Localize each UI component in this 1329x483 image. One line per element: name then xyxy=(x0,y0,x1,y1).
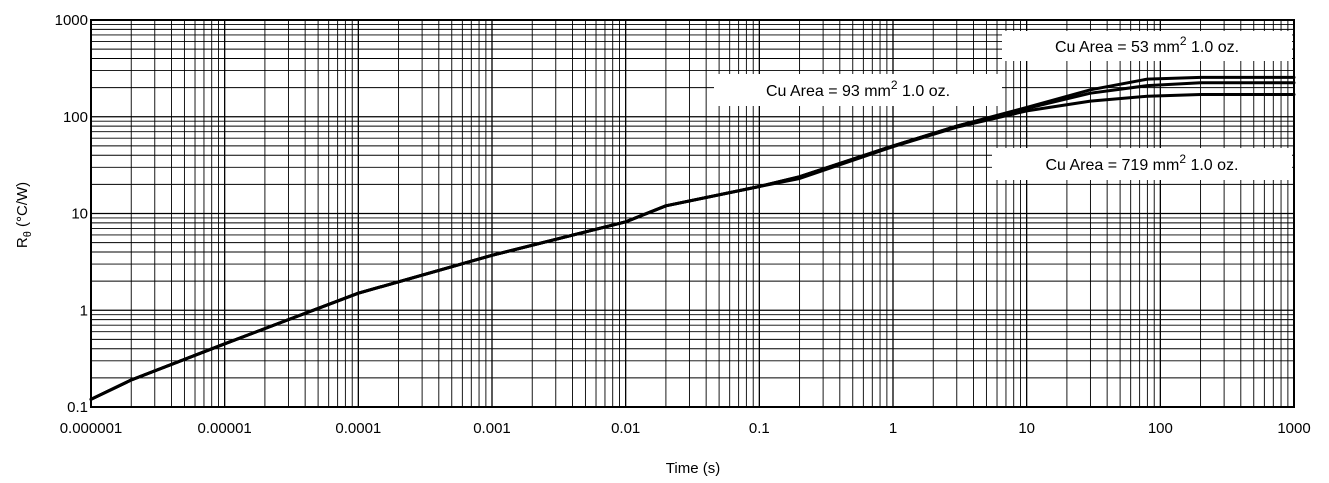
x-axis-title: Time (s) xyxy=(666,460,720,477)
annotation-cu-area-53: Cu Area = 53 mm2 1.0 oz. xyxy=(1002,31,1292,61)
y-tick-label: 0.1 xyxy=(67,399,88,416)
y-axis-title-rest: (°C/W) xyxy=(14,182,31,231)
x-tick-label: 100 xyxy=(1148,420,1173,437)
annotation-text: Cu Area = 93 mm2 1.0 oz. xyxy=(766,78,950,100)
annotation-text-sup: 2 xyxy=(1180,34,1187,48)
grid xyxy=(90,20,1294,408)
annotation-box xyxy=(992,148,1292,180)
x-tick-label: 0.01 xyxy=(611,420,640,437)
annotation-text-rest: 1.0 oz. xyxy=(1187,39,1239,56)
annotation-cu-area-93: Cu Area = 93 mm2 1.0 oz. xyxy=(714,74,1002,106)
x-tick-label: 10 xyxy=(1018,420,1035,437)
x-tick-label: 0.00001 xyxy=(198,420,252,437)
annotation-text-main: Cu Area = 93 mm xyxy=(766,83,891,100)
y-tick-label: 1000 xyxy=(55,12,88,29)
annotations: Cu Area = 53 mm2 1.0 oz.Cu Area = 93 mm2… xyxy=(714,31,1292,180)
annotation-text: Cu Area = 719 mm2 1.0 oz. xyxy=(1045,152,1238,174)
annotation-text-rest: 1.0 oz. xyxy=(898,83,950,100)
annotation-text-sup: 2 xyxy=(1179,152,1186,166)
x-tick-label: 0.0001 xyxy=(335,420,381,437)
annotation-box xyxy=(714,74,1002,106)
x-tick-label: 1000 xyxy=(1277,420,1310,437)
y-axis-title-main: R xyxy=(14,237,31,248)
x-tick-label: 0.1 xyxy=(749,420,770,437)
tick-labels: 0.000001 0.00001 0.0001 0.001 0.01 0.1 1 10 100 1… xyxy=(55,12,1311,437)
x-tick-label: 0.001 xyxy=(473,420,511,437)
annotation-text-main: Cu Area = 719 mm xyxy=(1045,157,1179,174)
y-tick-label: 1 xyxy=(80,302,88,319)
annotation-text: Cu Area = 53 mm2 1.0 oz. xyxy=(1055,34,1239,56)
annotation-text-sup: 2 xyxy=(891,78,898,92)
annotation-text-rest: 1.0 oz. xyxy=(1186,157,1238,174)
annotation-cu-area-719: Cu Area = 719 mm2 1.0 oz. xyxy=(992,148,1292,180)
x-tick-label: 1 xyxy=(889,420,897,437)
annotation-box xyxy=(1002,31,1292,61)
y-axis-title: Rθ (°C/W) xyxy=(14,182,34,248)
y-tick-label: 10 xyxy=(71,206,88,223)
series-line-3 xyxy=(89,93,1296,401)
x-tick-label: 0.000001 xyxy=(60,420,123,437)
series-group xyxy=(89,75,1296,401)
plot-frame xyxy=(90,19,1295,408)
y-tick-label: 100 xyxy=(63,109,88,126)
y-axis-title-sub: θ xyxy=(22,231,34,237)
annotation-text-main: Cu Area = 53 mm xyxy=(1055,39,1180,56)
